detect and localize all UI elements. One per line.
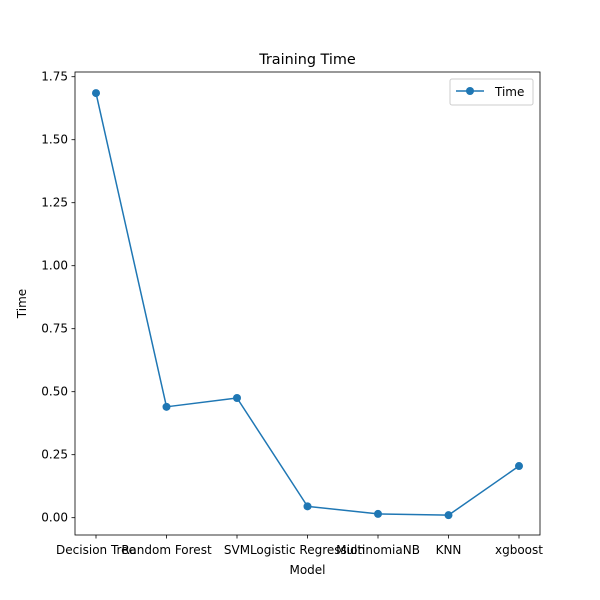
y-tick-label: 0.50	[41, 385, 68, 399]
series-time	[92, 89, 523, 520]
data-point	[233, 393, 241, 402]
x-tick-label: Random Forest	[121, 543, 212, 557]
data-point	[92, 89, 100, 98]
x-tick-label: xgboost	[495, 543, 543, 557]
data-point	[444, 511, 453, 520]
data-point	[374, 509, 382, 518]
x-tick-label: Logistic Regression	[250, 543, 365, 557]
chart-title: Training Time	[258, 52, 356, 68]
x-tick-label: KNN	[436, 543, 462, 557]
plot-frame	[74, 71, 541, 536]
series-line	[95, 92, 520, 516]
y-tick-label: 0.75	[41, 322, 68, 336]
y-tick-label: 1.50	[41, 133, 68, 147]
x-tick-label: SVM	[224, 543, 250, 557]
data-point	[162, 402, 171, 411]
x-tick-label: MultinomiaNB	[336, 543, 420, 557]
y-axis-label: Time	[15, 289, 29, 319]
y-tick-label: 0.25	[41, 448, 68, 462]
legend: Time	[449, 78, 534, 106]
y-tick-label: 1.00	[41, 259, 68, 273]
x-tick-label: Decision Tree	[56, 543, 136, 557]
data-point	[303, 502, 312, 511]
data-point	[515, 462, 523, 471]
y-axis: 0.00 0.25 0.50 0.75 1.00 1.25 1.50 1.75	[41, 70, 75, 525]
legend-point-marker	[466, 87, 474, 95]
y-tick-label: 1.25	[41, 196, 68, 210]
x-axis-label: Model	[289, 563, 325, 577]
y-tick-label: 1.75	[41, 70, 68, 84]
legend-box	[449, 78, 534, 106]
y-tick-label: 0.00	[41, 511, 68, 525]
legend-label: Time	[494, 85, 524, 99]
